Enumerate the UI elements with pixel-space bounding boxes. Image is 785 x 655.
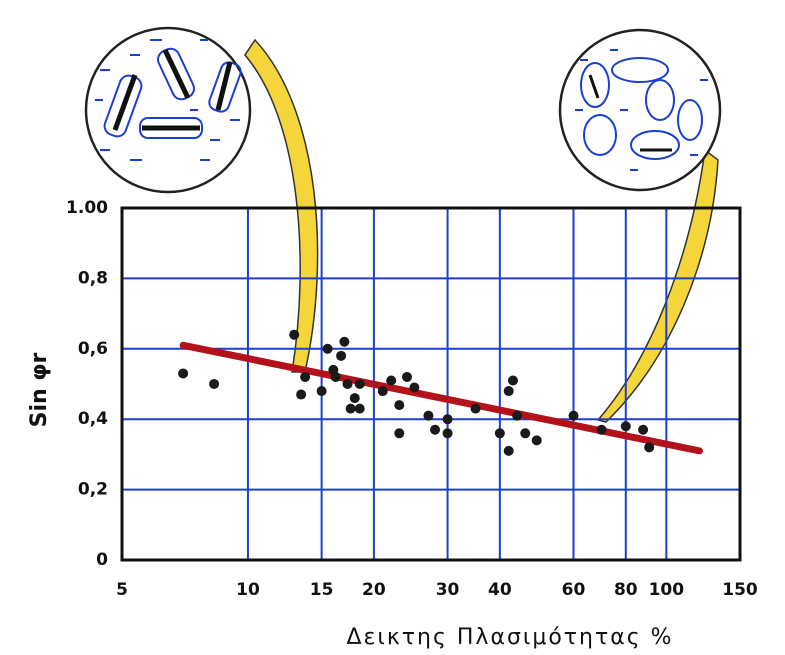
plot-frame — [120, 206, 742, 562]
data-point — [430, 424, 441, 435]
data-point — [300, 371, 311, 382]
y-tick-label: 0 — [96, 550, 108, 570]
y-tick-label: 0,6 — [78, 339, 108, 359]
x-tick-label: 60 — [562, 580, 586, 600]
x-tick-label: 15 — [310, 580, 334, 600]
data-point — [503, 386, 514, 397]
data-point — [178, 368, 189, 379]
data-point — [644, 442, 655, 453]
data-point — [386, 375, 397, 386]
data-point — [442, 414, 453, 425]
trend-line — [179, 341, 703, 455]
x-tick-label: 10 — [236, 580, 260, 600]
data-point — [531, 435, 542, 446]
data-point — [336, 350, 347, 361]
data-point — [296, 389, 307, 400]
y-tick-label: 0,4 — [78, 409, 108, 429]
data-point — [339, 336, 350, 347]
data-point — [620, 421, 631, 432]
y-tick-label: 1.00 — [66, 198, 108, 218]
x-tick-label: 30 — [436, 580, 460, 600]
data-point — [512, 410, 523, 421]
y-tick-label: 0,2 — [78, 480, 108, 500]
data-point — [394, 428, 405, 439]
y-axis-label: Sin φr — [27, 352, 52, 427]
x-tick-label: 150 — [722, 580, 758, 600]
data-point — [409, 382, 420, 393]
x-tick-label: 40 — [488, 580, 512, 600]
data-point — [330, 371, 341, 382]
data-point — [503, 445, 514, 456]
data-point — [442, 428, 453, 439]
x-axis-label: Δεικτης Πλασιμότητας % — [346, 625, 673, 650]
x-tick-label: 80 — [614, 580, 638, 600]
data-point — [494, 428, 505, 439]
x-tick-label: 5 — [116, 580, 128, 600]
data-point — [345, 403, 356, 414]
data-point — [638, 424, 649, 435]
data-point — [423, 410, 434, 421]
data-point — [568, 410, 579, 421]
data-point — [394, 400, 405, 411]
data-point — [349, 393, 360, 404]
data-point — [377, 386, 388, 397]
data-point — [507, 375, 518, 386]
data-point — [289, 329, 300, 340]
data-point — [354, 379, 365, 389]
data-point — [596, 424, 607, 435]
x-tick-label: 100 — [649, 580, 685, 600]
data-point — [520, 428, 531, 439]
x-tick-label: 20 — [362, 580, 386, 600]
data-point — [209, 379, 220, 389]
data-point — [354, 403, 365, 414]
illustrations — [84, 26, 722, 423]
data-point — [322, 343, 333, 354]
data-point — [402, 371, 413, 382]
data-point — [470, 403, 481, 414]
data-point — [316, 386, 327, 397]
data-point — [342, 379, 353, 389]
y-tick-label: 0,8 — [78, 268, 108, 288]
